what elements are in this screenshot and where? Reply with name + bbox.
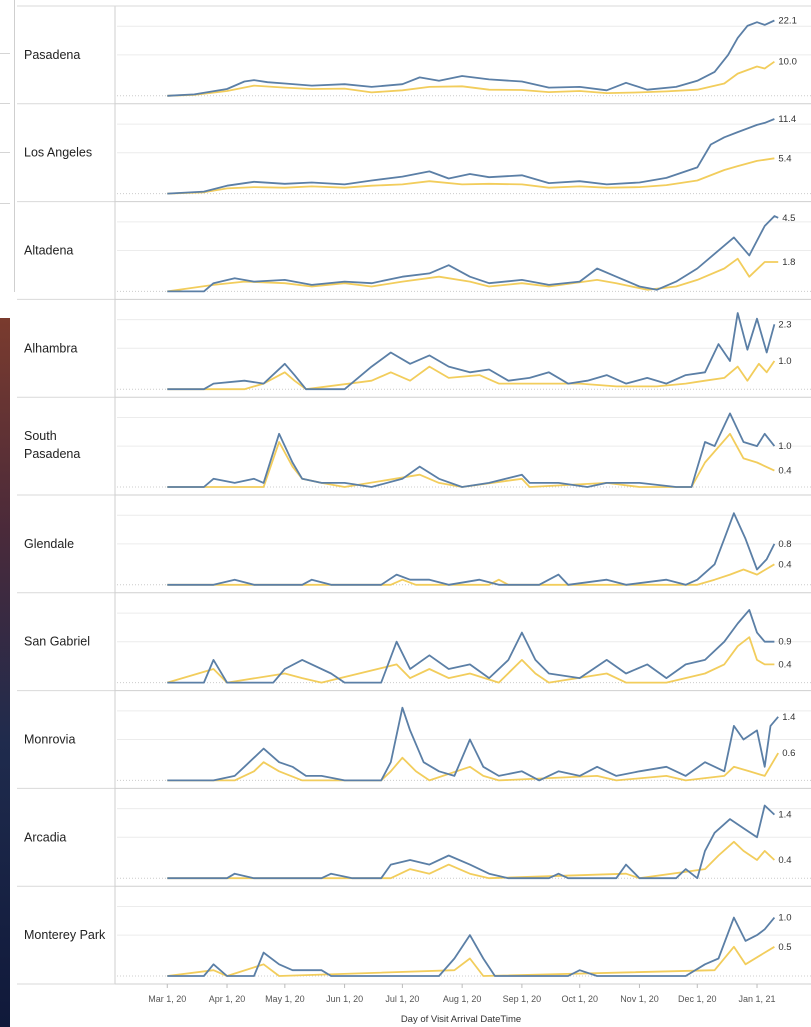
blue-series-line xyxy=(167,312,776,391)
row-label: South xyxy=(24,429,57,443)
yellow-end-label: 0.4 xyxy=(778,559,791,570)
yellow-series-line xyxy=(167,752,779,782)
left-edge-divider xyxy=(0,152,10,153)
yellow-end-label: 10.0 xyxy=(778,57,797,68)
yellow-end-label: 1.0 xyxy=(778,356,791,367)
yellow-series-line xyxy=(167,157,775,195)
blue-series-line xyxy=(167,706,779,782)
row-label: Alhambra xyxy=(24,341,78,355)
blue-series-line xyxy=(167,609,775,684)
blue-series-line xyxy=(167,412,776,488)
x-tick-label: Nov 1, 20 xyxy=(620,994,659,1004)
panel-arcadia: Arcadia 0.4 1.4 xyxy=(17,804,811,887)
panel-altadena: Altadena 1.8 4.5 xyxy=(17,213,811,300)
blue-end-label: 22.1 xyxy=(778,15,797,26)
x-tick-label: May 1, 20 xyxy=(265,994,305,1004)
yellow-series-line xyxy=(167,432,775,488)
blue-end-label: 0.9 xyxy=(778,637,791,648)
blue-series-line xyxy=(167,215,779,293)
yellow-end-label: 0.6 xyxy=(782,748,795,759)
x-tick-label: Oct 1, 20 xyxy=(561,994,598,1004)
blue-end-label: 1.4 xyxy=(778,810,791,821)
x-tick-label: Mar 1, 20 xyxy=(148,994,186,1004)
row-label: Pasadena xyxy=(24,48,80,62)
panel-los-angeles: Los Angeles 5.4 11.4 xyxy=(17,114,811,203)
yellow-end-label: 0.5 xyxy=(778,942,791,953)
left-edge-image xyxy=(0,318,10,1027)
panel-monterey-park: Monterey Park 0.5 1.0 xyxy=(17,905,811,985)
panel-san-gabriel: San Gabriel 0.4 0.9 xyxy=(17,609,811,692)
yellow-end-label: 0.4 xyxy=(778,466,791,477)
yellow-series-line xyxy=(167,636,775,684)
blue-end-label: 1.0 xyxy=(778,441,791,452)
yellow-series-line xyxy=(167,257,779,293)
yellow-end-label: 1.8 xyxy=(782,257,795,268)
blue-series-line xyxy=(167,512,776,586)
blue-series-line xyxy=(167,118,775,195)
yellow-series-line xyxy=(167,360,776,391)
x-tick-label: Dec 1, 20 xyxy=(678,994,717,1004)
row-label: Los Angeles xyxy=(24,146,92,160)
x-tick-label: Aug 1, 20 xyxy=(443,994,482,1004)
blue-end-label: 0.8 xyxy=(778,539,791,550)
yellow-series-line xyxy=(167,840,776,880)
blue-series-line xyxy=(167,19,775,97)
blue-end-label: 1.0 xyxy=(778,913,791,924)
row-label: Altadena xyxy=(24,244,73,258)
yellow-series-line xyxy=(167,60,775,97)
panel-glendale: Glendale 0.4 0.8 xyxy=(17,512,811,594)
row-label-line2: Pasadena xyxy=(24,447,80,461)
yellow-end-label: 0.4 xyxy=(778,659,791,670)
x-tick-label: Jan 1, 21 xyxy=(739,994,776,1004)
panel-pasadena: Pasadena 10.0 22.1 xyxy=(17,15,811,105)
blue-series-line xyxy=(167,916,776,977)
row-label: Arcadia xyxy=(24,830,66,844)
panel-alhambra: Alhambra 1.0 2.3 xyxy=(17,312,811,398)
left-edge-divider xyxy=(0,103,10,104)
row-label: San Gabriel xyxy=(24,635,90,649)
blue-end-label: 1.4 xyxy=(782,712,795,723)
left-edge-divider xyxy=(0,203,10,204)
x-tick-label: Jul 1, 20 xyxy=(385,994,419,1004)
blue-end-label: 11.4 xyxy=(778,114,796,125)
blue-end-label: 2.3 xyxy=(778,319,791,330)
blue-end-label: 4.5 xyxy=(782,213,795,224)
panel-south: South Pasadena 0.4 1.0 xyxy=(17,412,811,496)
x-tick-label: Sep 1, 20 xyxy=(503,994,542,1004)
left-edge-divider xyxy=(0,53,10,54)
row-label: Glendale xyxy=(24,537,74,551)
x-tick-label: Apr 1, 20 xyxy=(209,994,246,1004)
yellow-end-label: 0.4 xyxy=(778,855,791,866)
x-axis-title: Day of Visit Arrival DateTime xyxy=(401,1014,521,1025)
yellow-series-line xyxy=(167,945,775,977)
yellow-end-label: 5.4 xyxy=(778,153,791,164)
x-tick-label: Jun 1, 20 xyxy=(326,994,363,1004)
panel-monrovia: Monrovia 0.6 1.4 xyxy=(17,706,811,789)
left-edge-panel xyxy=(0,0,15,292)
row-label: Monrovia xyxy=(24,733,75,747)
blue-series-line xyxy=(167,804,776,880)
left-edge-strip xyxy=(0,0,16,1027)
row-label: Monterey Park xyxy=(24,928,106,942)
